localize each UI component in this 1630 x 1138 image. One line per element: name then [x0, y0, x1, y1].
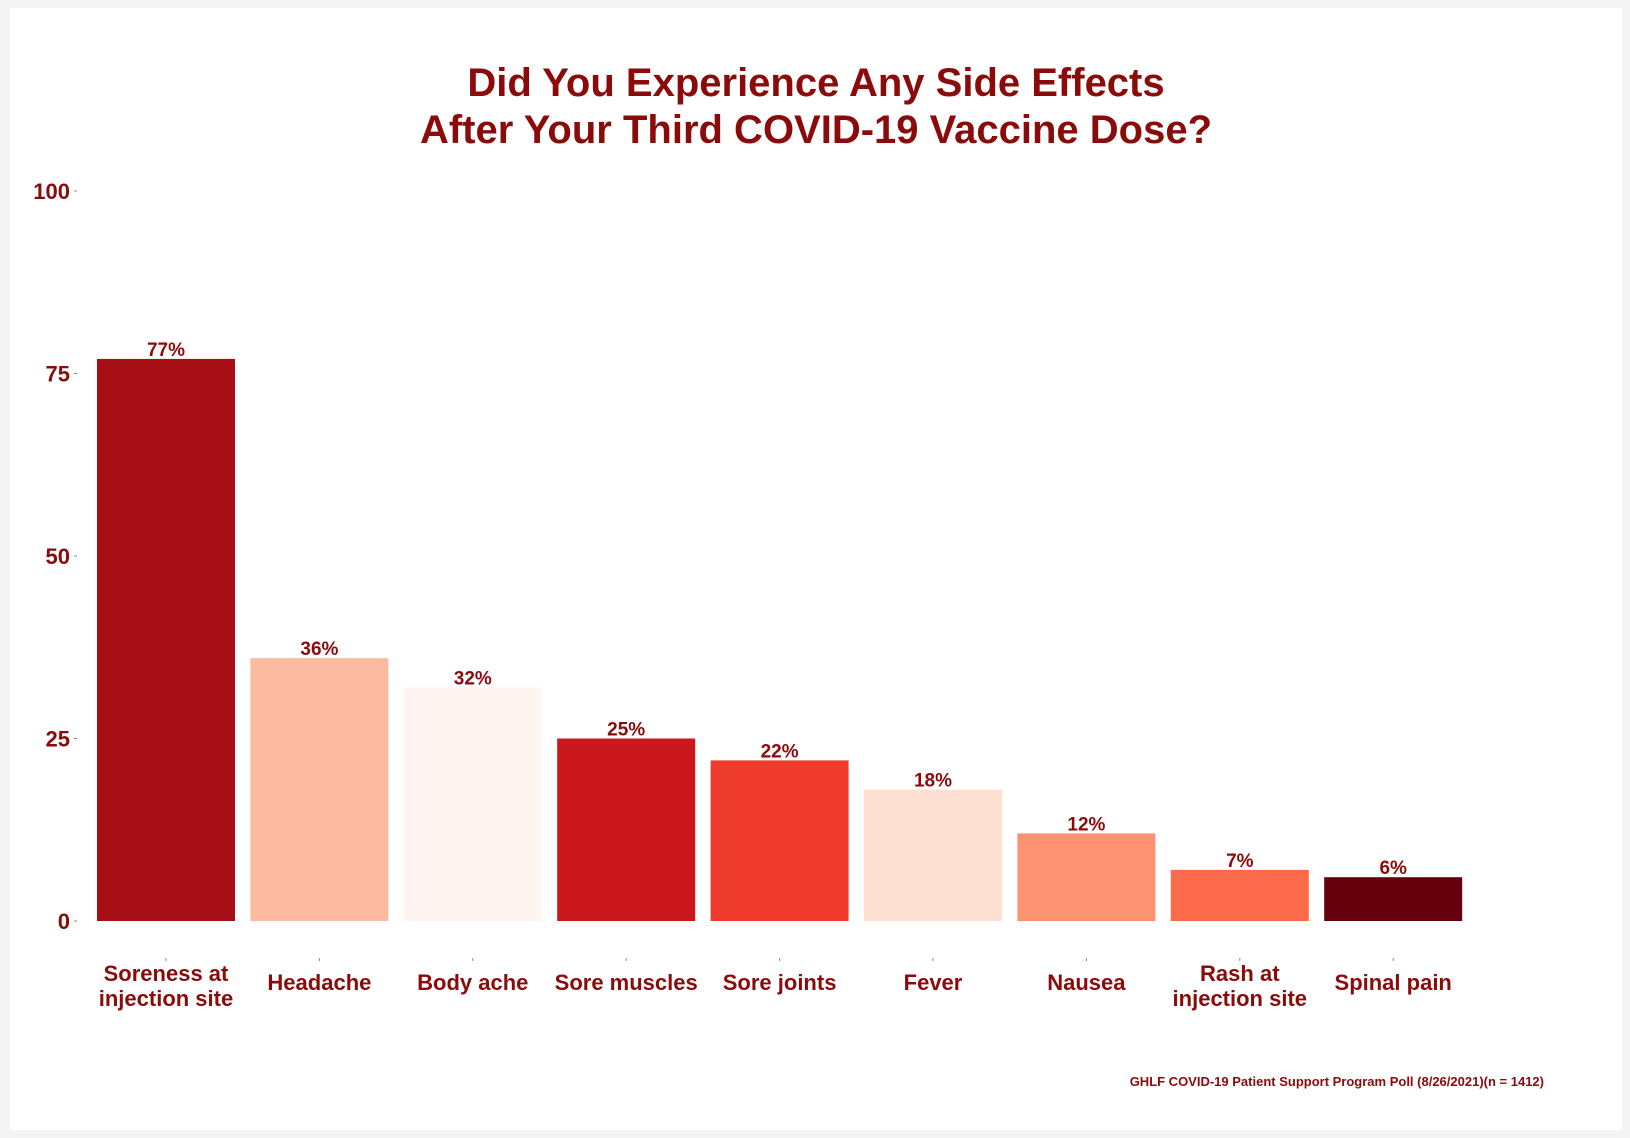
chart-title: Did You Experience Any Side Effects Afte…: [10, 60, 1622, 154]
bar-value-label: 36%: [300, 639, 338, 660]
x-tick-label: Nausea: [1047, 970, 1126, 995]
bar: [1017, 833, 1156, 921]
bar: [97, 358, 235, 921]
bar: [1324, 877, 1463, 921]
bar: [864, 789, 1002, 921]
bar-chart: 0 25 50 75 100 77% Soreness at injection site 36…: [33, 179, 1463, 1011]
y-tick-label: 0: [58, 909, 70, 934]
bar-value-label: 18%: [914, 771, 952, 792]
bar-value-label: 22%: [761, 741, 799, 762]
bar: [710, 760, 849, 921]
y-tick-label: 50: [46, 544, 70, 569]
y-tick-label: 25: [46, 727, 70, 752]
bar-value-label: 12%: [1067, 814, 1105, 835]
y-tick-label: 75: [46, 362, 70, 387]
x-tick-label: Sore joints: [723, 970, 837, 995]
bar-value-label: 77%: [147, 340, 185, 361]
x-tick-label: Sore muscles: [555, 970, 698, 995]
bar-value-label: 32%: [454, 668, 492, 689]
source-caption: GHLF COVID-19 Patient Support Program Po…: [1129, 1074, 1544, 1089]
bar-value-label: 25%: [607, 720, 645, 741]
chart-panel: Did You Experience Any Side Effects Afte…: [10, 8, 1622, 1130]
bar: [557, 738, 696, 921]
x-tick-label: Rash at injection site: [1173, 961, 1307, 1011]
x-tick-label: Soreness at injection site: [99, 961, 233, 1011]
chart-title-line-1: Did You Experience Any Side Effects: [467, 61, 1165, 105]
x-tick-label: Body ache: [417, 970, 528, 995]
y-tick-label: 100: [33, 179, 70, 204]
x-tick-label: Headache: [267, 970, 371, 995]
bar-value-label: 7%: [1226, 851, 1254, 872]
bar: [403, 687, 542, 921]
bar-value-label: 6%: [1379, 858, 1407, 879]
bar: [1170, 869, 1309, 921]
bar: [250, 658, 389, 921]
chart-title-line-2: After Your Third COVID-19 Vaccine Dose?: [419, 108, 1213, 152]
x-tick-label: Fever: [904, 970, 963, 995]
x-tick-label: Spinal pain: [1335, 970, 1452, 995]
